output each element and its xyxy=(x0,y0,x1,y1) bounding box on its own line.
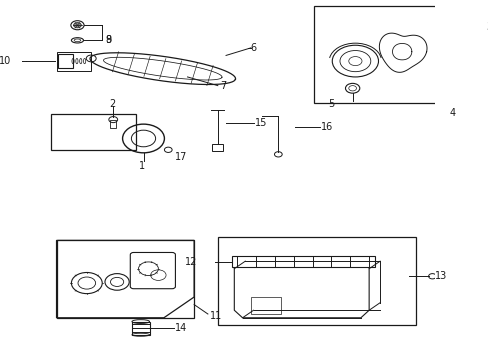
Text: 1: 1 xyxy=(139,161,145,171)
Text: 3: 3 xyxy=(486,22,488,32)
Text: 4: 4 xyxy=(449,108,455,118)
Bar xyxy=(58,54,73,68)
Bar xyxy=(57,51,90,71)
Text: 17: 17 xyxy=(175,152,187,162)
Bar xyxy=(212,144,223,151)
Text: 2: 2 xyxy=(109,99,115,109)
Text: 12: 12 xyxy=(184,257,197,266)
Text: 13: 13 xyxy=(434,271,447,281)
Text: 11: 11 xyxy=(209,311,222,321)
Text: 7: 7 xyxy=(220,81,226,91)
Bar xyxy=(57,240,194,318)
Text: 15: 15 xyxy=(255,118,267,129)
Bar xyxy=(250,297,281,314)
Bar xyxy=(110,120,116,128)
Text: 16: 16 xyxy=(321,122,333,132)
Bar xyxy=(231,256,374,267)
Bar xyxy=(51,114,136,150)
Text: 10: 10 xyxy=(0,56,11,66)
Bar xyxy=(132,321,149,335)
Bar xyxy=(217,237,415,325)
Circle shape xyxy=(74,23,81,28)
Text: 8: 8 xyxy=(105,35,111,45)
Text: 14: 14 xyxy=(175,323,187,333)
Text: 5: 5 xyxy=(327,99,333,109)
Text: 9: 9 xyxy=(105,35,111,45)
Text: 6: 6 xyxy=(250,43,256,53)
Bar xyxy=(313,6,470,103)
